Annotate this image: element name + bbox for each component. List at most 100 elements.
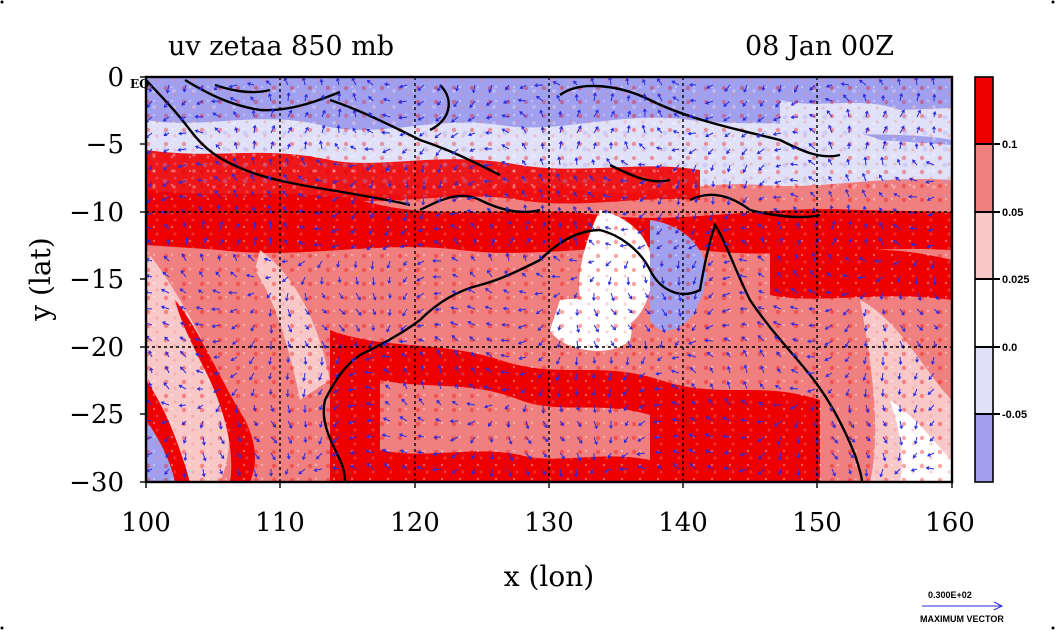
- wind-vector: [180, 270, 187, 278]
- wind-vector: [773, 148, 782, 152]
- wind-vector: [434, 132, 442, 139]
- wind-vector: [252, 221, 257, 230]
- wind-vector: [451, 452, 459, 459]
- wind-vector: [304, 126, 309, 134]
- wind-vector: [219, 452, 225, 460]
- wind-vector: [179, 116, 187, 120]
- wind-vector: [181, 100, 187, 106]
- wind-vector: [416, 100, 425, 106]
- wind-vector: [416, 323, 425, 328]
- wind-vector: [813, 420, 818, 428]
- wind-vector: [893, 260, 901, 265]
- wind-vector: [351, 212, 357, 220]
- wind-vector: [845, 388, 850, 397]
- wind-vector: [690, 228, 697, 236]
- wind-vector: [756, 321, 765, 326]
- wind-vector: [916, 308, 924, 316]
- wind-vector: [179, 350, 187, 358]
- plot-area: [146, 77, 952, 482]
- wind-vector: [321, 308, 327, 314]
- wind-vector: [661, 292, 667, 301]
- wind-vector: [266, 292, 272, 299]
- wind-vector: [236, 452, 242, 459]
- wind-vector: [401, 148, 408, 154]
- wind-vector: [637, 465, 646, 470]
- wind-vector: [655, 146, 663, 151]
- wind-vector: [285, 372, 290, 381]
- wind-vector: [286, 356, 291, 364]
- wind-vector: [637, 244, 646, 250]
- wind-vector: [593, 436, 598, 446]
- wind-vector: [639, 372, 646, 378]
- wind-vector: [899, 420, 904, 430]
- wind-vector: [557, 156, 562, 166]
- wind-vector: [892, 223, 901, 230]
- wind-vector: [469, 336, 476, 342]
- wind-vector: [655, 371, 663, 376]
- wind-vector: [525, 468, 530, 476]
- wind-vector: [252, 124, 257, 134]
- wind-vector: [287, 404, 292, 414]
- wind-vector: [810, 191, 816, 198]
- wind-vector: [270, 404, 275, 413]
- wind-vector: [437, 381, 442, 390]
- wind-vector: [264, 275, 272, 280]
- wind-vector: [607, 388, 612, 398]
- wind-vector: [300, 156, 306, 166]
- wind-vector: [807, 339, 816, 344]
- wind-vector: [743, 364, 748, 374]
- wind-vector: [808, 113, 816, 118]
- wind-vector: [163, 255, 170, 262]
- wind-vector: [824, 340, 833, 346]
- wind-vector: [166, 238, 171, 246]
- wind-vector: [265, 80, 272, 86]
- wind-vector: [688, 114, 697, 119]
- y-tick-label: −20: [69, 333, 124, 363]
- wind-vector: [654, 450, 663, 455]
- wind-vector: [403, 367, 408, 374]
- wind-vector: [416, 276, 425, 282]
- wind-vector: [521, 175, 527, 182]
- wind-vector: [588, 239, 595, 246]
- y-tick-label: −30: [69, 468, 124, 498]
- wind-vector: [229, 271, 238, 278]
- wind-vector: [467, 288, 476, 294]
- wind-vector: [364, 385, 374, 390]
- wind-vector: [537, 372, 544, 379]
- wind-vector: [559, 452, 566, 460]
- wind-vector: [487, 207, 493, 214]
- wind-vector: [483, 163, 493, 168]
- wind-vector: [247, 292, 255, 297]
- wind-vector: [932, 110, 937, 118]
- wind-vector: [826, 272, 833, 278]
- wind-vector: [576, 436, 583, 444]
- wind-vector: [722, 434, 731, 439]
- wind-vector: [400, 324, 408, 331]
- wind-vector: [508, 452, 514, 462]
- wind-vector: [253, 436, 260, 443]
- wind-vector: [381, 448, 391, 454]
- wind-vector: [434, 307, 442, 312]
- wind-vector: [642, 260, 647, 269]
- wind-vector: [304, 308, 310, 316]
- wind-vector: [610, 110, 615, 118]
- wind-vector: [676, 260, 681, 270]
- wind-vector: [689, 98, 697, 103]
- wind-vector: [882, 324, 887, 332]
- wind-vector: [417, 434, 425, 439]
- wind-vector: [467, 180, 476, 186]
- wind-vector: [743, 349, 748, 358]
- wind-vector: [828, 253, 833, 262]
- wind-vector: [399, 416, 408, 422]
- wind-vector: [435, 212, 442, 217]
- wind-vector: [760, 236, 765, 246]
- wind-vector: [824, 356, 833, 362]
- wind-vector: [318, 436, 323, 445]
- wind-vector: [386, 260, 391, 270]
- wind-vector: [840, 292, 850, 297]
- wind-vector: [678, 292, 683, 302]
- wind-vector: [914, 142, 919, 150]
- wind-vector: [471, 351, 476, 358]
- wind-vector: [772, 305, 782, 310]
- wind-vector: [778, 468, 782, 476]
